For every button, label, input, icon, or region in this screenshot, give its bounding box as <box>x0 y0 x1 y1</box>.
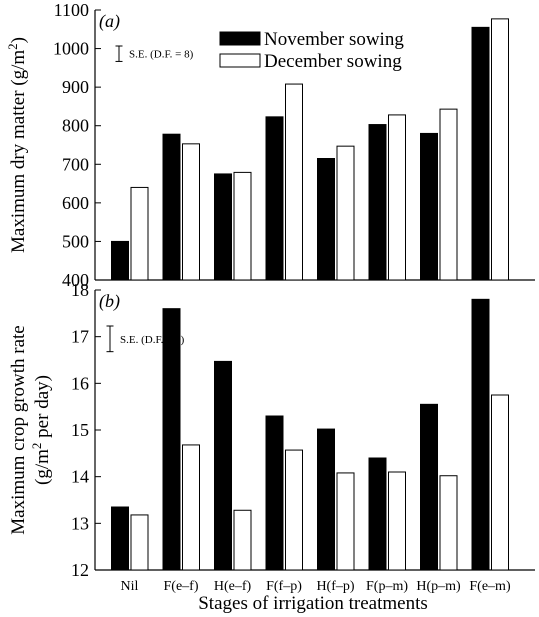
bar-november-0 <box>111 506 129 571</box>
y-tick-label: 800 <box>62 116 89 136</box>
bar-december-0 <box>130 186 149 281</box>
x-tick-label: H(p–m) <box>416 579 461 594</box>
bar-november-5 <box>368 124 387 281</box>
y-tick-label: 17 <box>71 327 89 347</box>
y-tick-label: 15 <box>71 420 89 440</box>
bar-november-4 <box>317 428 335 571</box>
bar-december-6 <box>439 475 458 571</box>
bar-november-6 <box>420 132 438 281</box>
bar-december-1 <box>182 143 200 281</box>
bar-november-1 <box>162 308 181 571</box>
panel-label: (b) <box>99 291 120 312</box>
y-axis-title-line1: Maximum crop growth rate <box>8 325 29 534</box>
bar-december-5 <box>388 471 406 571</box>
bar-december-7 <box>491 394 509 571</box>
bar-november-7 <box>471 26 490 281</box>
panel-a: 400 500 600 700 800 900 1000 1100 (a) S.E. (D.F. … <box>5 0 535 290</box>
y-tick-label: 900 <box>62 77 89 97</box>
bar-november-6 <box>420 403 438 571</box>
legend-label-november: November sowing <box>264 29 404 50</box>
y-axis-title: Maximum dry matter (g/m2) <box>5 37 29 253</box>
bar-december-3 <box>285 83 303 281</box>
panel-b: 12 13 14 15 16 17 18 (b) S.E. (D.F. = 8) Maximum … <box>8 280 535 594</box>
panel-label: (a) <box>99 11 120 32</box>
y-tick-label: 700 <box>62 154 89 174</box>
y-tick-label: 13 <box>71 513 89 533</box>
bar-december-5 <box>388 114 406 281</box>
bar-december-4 <box>336 472 355 571</box>
x-tick-label: Nil <box>121 579 139 594</box>
bar-december-0 <box>130 514 149 571</box>
se-bar-label: S.E. (D.F. = 8) <box>120 334 185 346</box>
bar-november-2 <box>214 173 232 281</box>
bar-december-7 <box>491 18 509 281</box>
y-tick-label: 400 <box>62 270 89 290</box>
y-tick-label: 500 <box>62 231 89 251</box>
bar-november-4 <box>317 158 335 281</box>
bar-december-3 <box>285 449 303 571</box>
bar-november-7 <box>471 298 490 571</box>
bar-december-2 <box>233 509 252 571</box>
bar-december-2 <box>233 171 252 281</box>
x-tick-label: H(f–p) <box>316 579 354 594</box>
bar-november-5 <box>368 457 387 571</box>
y-tick-label: 1000 <box>53 39 89 59</box>
bar-november-3 <box>265 116 284 281</box>
y-tick-label: 600 <box>62 193 89 213</box>
bar-november-3 <box>265 415 284 571</box>
bar-november-2 <box>214 360 232 571</box>
x-axis-title: Stages of irrigation treatments <box>198 593 428 614</box>
bar-december-6 <box>439 108 458 281</box>
x-tick-label: F(p–m) <box>366 579 408 594</box>
se-bar-label: S.E. (D.F. = 8) <box>129 49 194 61</box>
legend-swatch-november <box>219 31 261 46</box>
x-tick-label: F(f–p) <box>266 579 302 594</box>
y-tick-label: 16 <box>71 373 89 393</box>
y-axis-title-line2: (g/m2 per day) <box>29 375 53 485</box>
y-tick-label: 12 <box>71 560 89 580</box>
bar-november-1 <box>162 133 181 281</box>
y-tick-label: 18 <box>71 280 89 300</box>
legend-swatch-december <box>219 53 261 68</box>
y-tick-label: 1100 <box>54 0 89 20</box>
bar-december-4 <box>336 145 355 281</box>
bar-november-0 <box>111 240 129 281</box>
legend-label-december: December sowing <box>264 51 402 72</box>
x-tick-label: F(e–m) <box>469 579 511 594</box>
x-tick-label: H(e–f) <box>214 579 252 594</box>
y-tick-label: 14 <box>71 467 89 487</box>
bar-december-1 <box>182 444 200 571</box>
x-tick-label: F(e–f) <box>164 579 199 594</box>
